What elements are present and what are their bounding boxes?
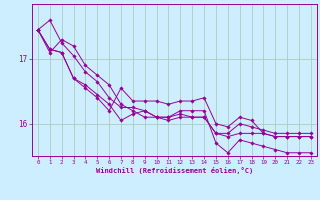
X-axis label: Windchill (Refroidissement éolien,°C): Windchill (Refroidissement éolien,°C) [96, 167, 253, 174]
